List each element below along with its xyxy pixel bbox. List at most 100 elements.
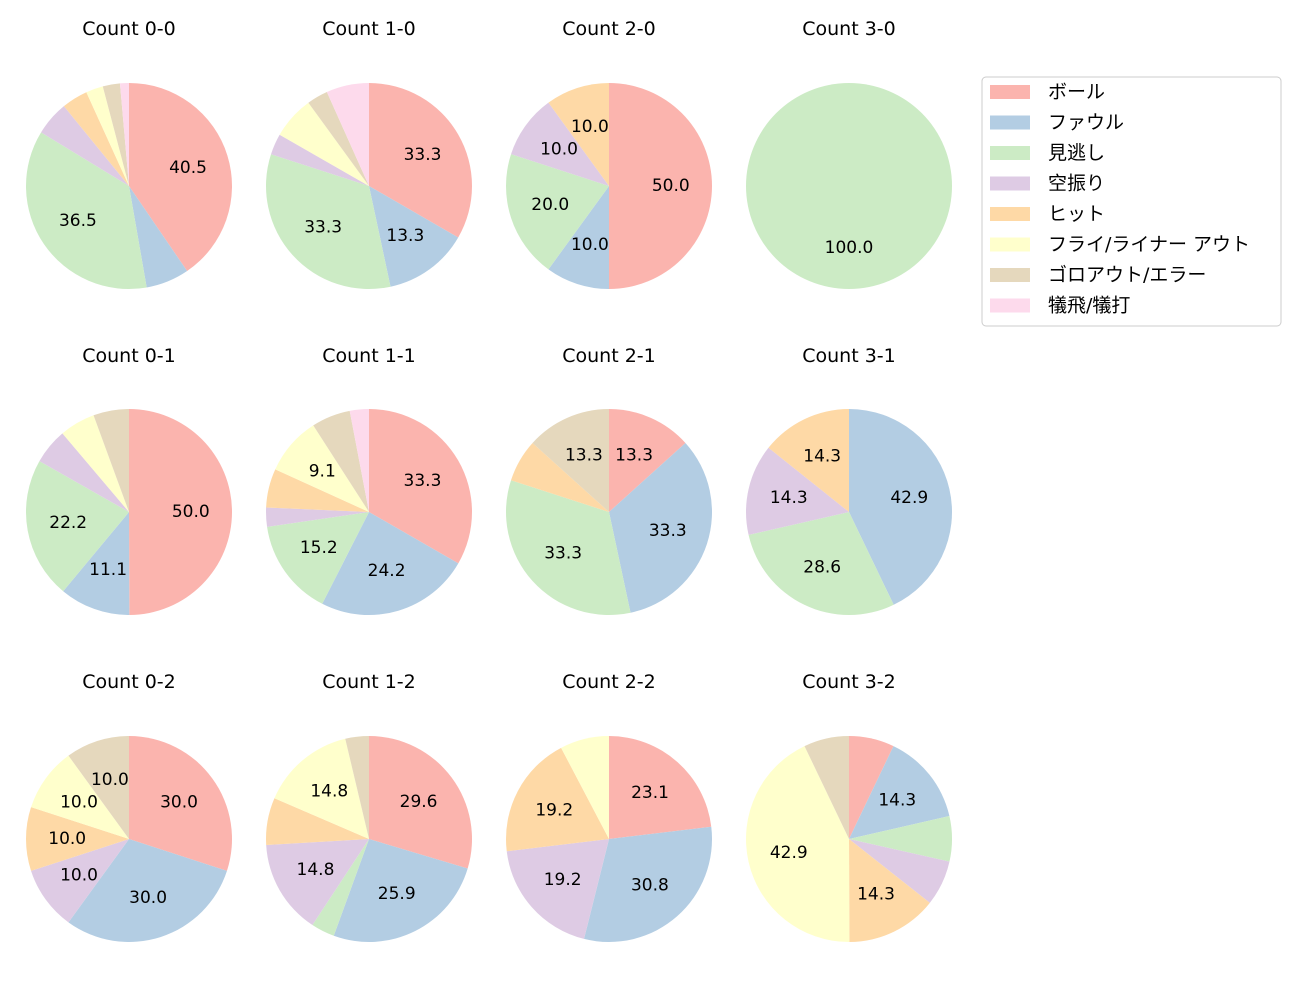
pie-slice xyxy=(849,409,953,605)
slice-label: 24.2 xyxy=(368,561,406,581)
pie-slice xyxy=(609,409,686,512)
pie-slice xyxy=(267,512,369,604)
pie-title: Count 0-1 xyxy=(82,345,176,367)
pie-count-0-2: Count 0-2 30.0 30.0 10.0 10.0 10.0 10.0 xyxy=(25,671,232,942)
slice-label: 20.0 xyxy=(531,195,569,215)
pie-title: Count 1-0 xyxy=(322,18,416,40)
slice-label: 14.3 xyxy=(878,790,916,810)
pie-count-3-2: Count 3-2 14.3 14.3 42.9 xyxy=(745,671,953,943)
pie-slice xyxy=(849,839,950,903)
pie-count-2-2: Count 2-2 23.1 30.8 19.2 19.2 xyxy=(506,671,712,942)
pie-slice xyxy=(25,461,130,592)
slice-label: 30.0 xyxy=(129,888,167,908)
pie-slice xyxy=(271,134,369,186)
pie-slice xyxy=(266,154,391,289)
pie-slice xyxy=(25,807,129,871)
slice-label: 10.0 xyxy=(540,140,578,160)
pie-slice xyxy=(129,409,233,615)
pie-title: Count 3-1 xyxy=(802,345,896,367)
pie-title: Count 0-0 xyxy=(82,18,176,40)
slice-label: 33.3 xyxy=(404,145,442,165)
slice-label: 19.2 xyxy=(544,870,582,890)
slice-label: 33.3 xyxy=(404,471,442,491)
legend-swatch xyxy=(990,268,1030,282)
pie-slice xyxy=(609,83,712,289)
pie-slice xyxy=(369,83,472,238)
pie-slice xyxy=(31,755,129,839)
legend-swatch xyxy=(990,237,1030,252)
pie-slice xyxy=(25,132,147,290)
legend-swatch xyxy=(990,207,1030,221)
slice-label: 30.8 xyxy=(631,875,669,895)
pie-slice xyxy=(274,738,369,839)
slice-label: 13.3 xyxy=(565,446,603,466)
pie-slice xyxy=(511,102,609,186)
pie-slice xyxy=(333,839,468,942)
pie-slice xyxy=(93,409,129,512)
pie-slice xyxy=(63,92,129,186)
pie-slice xyxy=(129,186,188,288)
slice-label: 42.9 xyxy=(890,488,928,508)
pie-count-2-1: Count 2-1 13.3 33.3 33.3 13.3 xyxy=(506,345,713,615)
pie-slice xyxy=(745,746,850,943)
legend-label: ファウル xyxy=(1048,112,1124,134)
pie-title: Count 1-1 xyxy=(322,345,416,367)
pie-slice xyxy=(369,409,472,564)
legend-label: 空振り xyxy=(1048,173,1105,195)
pie-slice xyxy=(584,826,712,942)
legend-swatch xyxy=(990,298,1030,313)
pie-slice xyxy=(39,433,130,512)
pie-title: Count 0-2 xyxy=(82,671,176,693)
pie-slice xyxy=(746,447,849,535)
slice-label: 10.0 xyxy=(571,235,609,255)
pie-slice xyxy=(322,512,459,615)
legend-swatch xyxy=(990,146,1030,160)
pie-slice xyxy=(369,736,472,869)
pie-count-1-0: Count 1-0 33.3 13.3 33.3 xyxy=(266,18,472,289)
slice-label: 10.0 xyxy=(48,829,86,849)
slice-label: 13.3 xyxy=(386,226,424,246)
slice-label: 23.1 xyxy=(631,783,669,803)
pie-slice xyxy=(746,83,952,289)
pie-slice xyxy=(119,83,129,186)
slice-label: 14.3 xyxy=(803,446,841,466)
pie-slice xyxy=(511,442,609,512)
legend-label: ボール xyxy=(1048,81,1105,103)
pie-slice xyxy=(561,736,609,839)
pie-slice xyxy=(506,480,631,615)
pie-slice xyxy=(609,442,713,613)
pie-slice xyxy=(349,409,369,512)
pie-slice xyxy=(804,736,849,839)
slice-label: 14.3 xyxy=(770,488,808,508)
pie-title: Count 1-2 xyxy=(322,671,416,693)
slice-label: 100.0 xyxy=(825,238,874,258)
pie-slice xyxy=(849,746,950,839)
slice-label: 22.2 xyxy=(49,513,87,533)
slice-label: 50.0 xyxy=(652,176,690,196)
slice-label: 14.8 xyxy=(297,860,335,880)
pie-slice xyxy=(31,839,129,923)
pie-title: Count 2-2 xyxy=(562,671,656,693)
slice-label: 33.3 xyxy=(544,543,582,563)
slice-label: 30.0 xyxy=(160,793,198,813)
pie-slice xyxy=(326,83,369,186)
pie-slice xyxy=(129,83,232,272)
slice-label: 29.6 xyxy=(400,792,438,812)
slice-label: 40.5 xyxy=(169,158,207,178)
pie-title: Count 3-0 xyxy=(802,18,896,40)
pie-title: Count 3-2 xyxy=(802,671,896,693)
pie-slice xyxy=(266,469,369,512)
pie-slice xyxy=(506,154,609,270)
slice-label: 10.0 xyxy=(60,793,98,813)
pie-slice xyxy=(849,736,894,839)
pie-slice xyxy=(548,186,609,289)
pie-slice xyxy=(275,425,369,512)
pie-slice xyxy=(506,747,609,852)
pie-slice xyxy=(369,186,459,287)
pie-slice xyxy=(308,92,369,186)
pie-count-1-1: Count 1-1 33.3 24.2 15.2 9.1 xyxy=(266,345,472,615)
pie-slice xyxy=(849,839,930,942)
legend-swatch xyxy=(990,176,1030,191)
legend-label: 見逃し xyxy=(1048,142,1105,164)
